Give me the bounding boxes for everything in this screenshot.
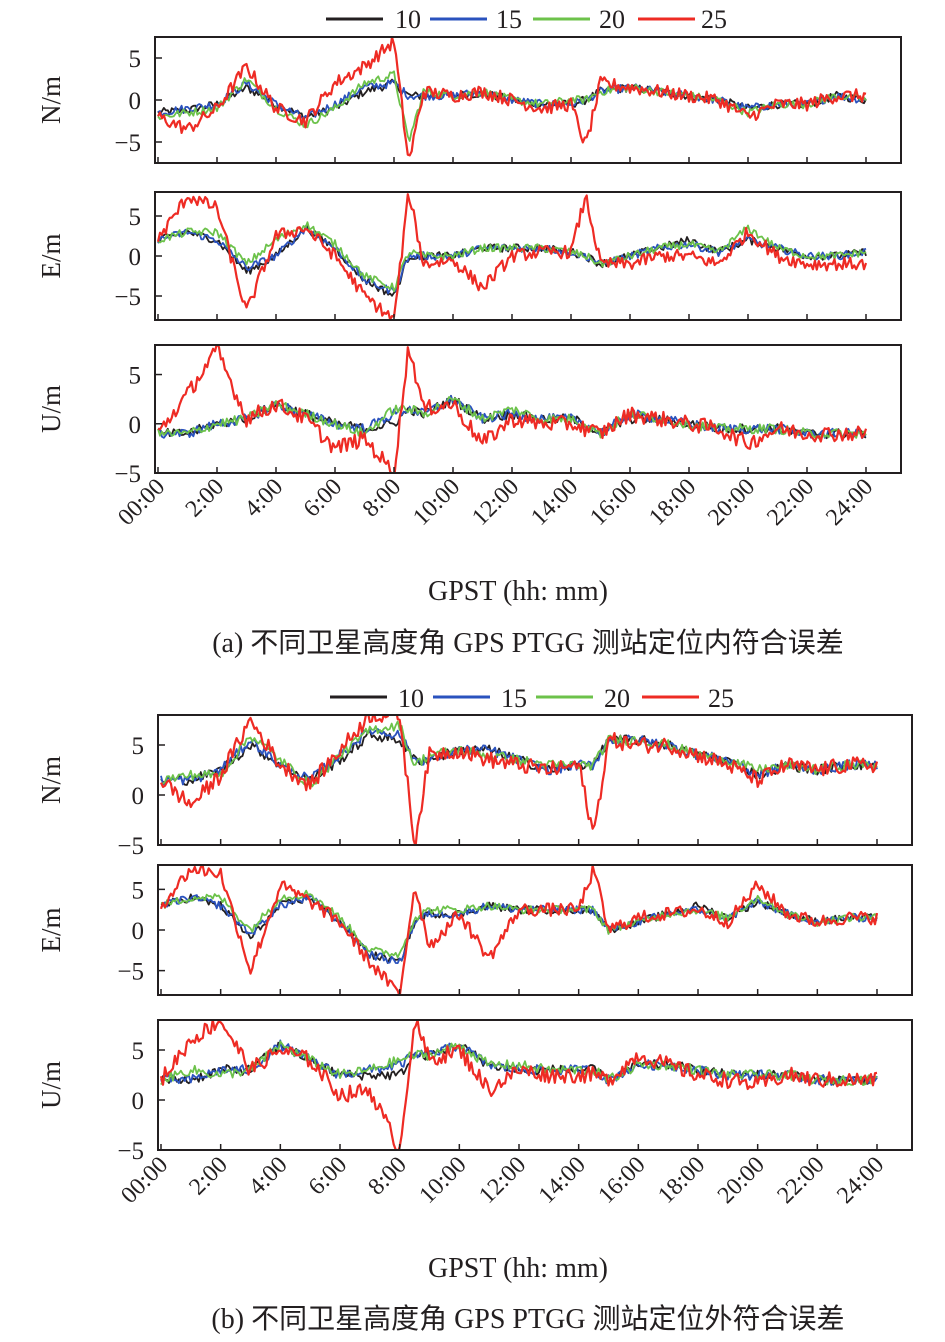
- y-tick-label: −5: [117, 1138, 144, 1165]
- y-tick-label: 0: [129, 412, 142, 439]
- y-axis-label: N/m: [36, 76, 66, 124]
- x-tick-label: 14:00: [526, 474, 583, 531]
- series-line-20: [157, 70, 867, 142]
- panel-frame: [157, 714, 913, 846]
- y-axis-label: E/m: [36, 908, 66, 953]
- series-group: [160, 715, 879, 845]
- legend-label-10: 10: [398, 684, 424, 713]
- panel-frame: [157, 864, 913, 996]
- x-tick-label: 18:00: [653, 1152, 710, 1209]
- series-group: [157, 345, 868, 473]
- y-tick-label: 5: [132, 733, 145, 760]
- y-axis-label: U/m: [36, 1061, 66, 1109]
- series-group: [159, 1020, 878, 1150]
- x-tick-label: 20:00: [713, 1152, 770, 1209]
- y-tick-label: 5: [132, 1038, 145, 1065]
- x-tick-label: 10:00: [415, 1152, 472, 1209]
- panel-u: 5 0 −5 U/m: [36, 344, 902, 488]
- x-tick-label: 12:00: [474, 1152, 531, 1209]
- series-line-20: [160, 720, 878, 788]
- x-tick-label: 16:00: [594, 1152, 651, 1209]
- y-tick-label: 5: [132, 877, 145, 904]
- y-axis-label: N/m: [36, 756, 66, 804]
- x-tick-label: 6:00: [304, 1152, 353, 1201]
- x-tick-label: 22:00: [762, 474, 819, 531]
- y-tick-label: 5: [129, 363, 142, 390]
- y-tick-label: 0: [129, 244, 142, 271]
- x-tick-label: 16:00: [585, 474, 642, 531]
- series-line-25: [159, 1020, 878, 1150]
- legend-label-25: 25: [701, 5, 727, 34]
- series-line-20: [157, 396, 867, 440]
- y-tick-label: 0: [132, 783, 145, 810]
- panel-frame: [157, 1019, 913, 1151]
- series-line-25: [157, 345, 868, 473]
- y-tick-label: 0: [132, 918, 145, 945]
- x-tick-label: 20:00: [703, 474, 760, 531]
- caption-a: (a) 不同卫星高度角 GPS PTGG 测站定位内符合误差: [212, 627, 844, 659]
- legend-label-20: 20: [599, 5, 625, 34]
- series-line-15: [157, 395, 867, 440]
- y-tick-label: −5: [114, 461, 141, 488]
- series-line-20: [160, 1040, 878, 1086]
- x-tick-label: 4:00: [244, 1152, 293, 1201]
- y-tick-label: 0: [132, 1088, 145, 1115]
- series-group: [157, 37, 867, 157]
- x-axis-title-a: GPST (hh: mm): [428, 576, 608, 607]
- x-tick-label: 12:00: [467, 474, 524, 531]
- series-line-25: [160, 715, 879, 845]
- x-axis-title-b: GPST (hh: mm): [428, 1253, 608, 1284]
- legend-label-10: 10: [395, 5, 421, 34]
- x-tick-label: 8:00: [363, 1152, 412, 1201]
- chart-figure: 50−5N/m50−5E/m50−5U/m00:00 2:00 4:00 6:00 8:…: [36, 36, 902, 531]
- legend-label-25: 25: [708, 684, 734, 713]
- y-tick-label: 0: [129, 88, 142, 115]
- series-line-25: [159, 865, 879, 995]
- y-tick-label: −5: [117, 833, 144, 860]
- series-line-15: [160, 728, 878, 786]
- panel-e: 5 0 −5 E/m: [36, 864, 913, 996]
- y-tick-label: −5: [114, 284, 141, 311]
- panel-frame: [154, 344, 902, 474]
- series-line-15: [157, 79, 867, 119]
- legend-label-15: 15: [496, 5, 522, 34]
- y-tick-label: −5: [114, 130, 141, 157]
- series-group: [156, 193, 868, 320]
- legend-b: 10 15 20 25: [330, 684, 734, 713]
- x-tick-label: 24:00: [821, 474, 878, 531]
- y-tick-label: 5: [129, 46, 142, 73]
- series-group: [159, 865, 879, 995]
- y-axis-label: E/m: [36, 234, 66, 279]
- x-tick-label: 8:00: [358, 474, 407, 523]
- panel-u: 5 0 −5 U/m: [36, 1019, 913, 1165]
- x-tick-label: 24:00: [832, 1152, 889, 1209]
- x-tick-label: 2:00: [181, 474, 230, 523]
- panel-n: 5 0 −5 N/m: [36, 36, 902, 164]
- x-tick-label: 6:00: [299, 474, 348, 523]
- y-tick-label: −5: [117, 959, 144, 986]
- x-tick-label: 22:00: [773, 1152, 830, 1209]
- panel-n: 5 0 −5 N/m: [36, 714, 913, 860]
- x-tick-label: 2:00: [184, 1152, 233, 1201]
- x-tick-label: 10:00: [408, 474, 465, 531]
- x-tick-label: 14:00: [534, 1152, 591, 1209]
- x-tick-label: 4:00: [240, 474, 289, 523]
- x-tick-label: 18:00: [644, 474, 701, 531]
- y-tick-label: 5: [129, 204, 142, 231]
- series-line-25: [156, 193, 868, 320]
- legend-a: 10 15 20 25: [326, 5, 727, 34]
- y-axis-label: U/m: [36, 385, 66, 433]
- legend-label-20: 20: [604, 684, 630, 713]
- chart-figure: 50−5N/m50−5E/m50−5U/m00:00 2:00 4:00 6:00 8:…: [36, 714, 913, 1209]
- caption-b: (b) 不同卫星高度角 GPS PTGG 测站定位外符合误差: [211, 1303, 844, 1335]
- legend-label-15: 15: [501, 684, 527, 713]
- series-line-25: [157, 37, 867, 157]
- panel-e: 5 0 −5 E/m: [36, 191, 902, 321]
